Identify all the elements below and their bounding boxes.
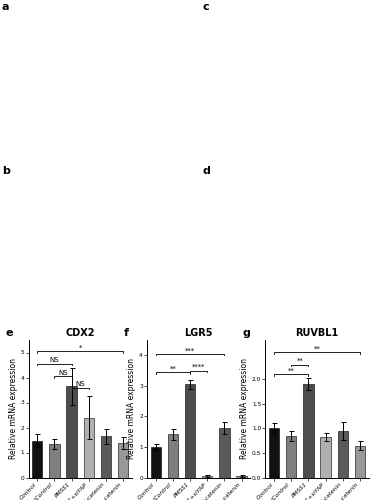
Text: **: ** [170, 366, 176, 372]
Bar [118, 443, 128, 478]
Bar [151, 447, 161, 478]
Text: e: e [6, 328, 13, 338]
Text: **: ** [288, 368, 295, 374]
Text: NS: NS [58, 370, 68, 376]
Bar [168, 434, 178, 478]
Bar [269, 428, 279, 478]
Text: *: * [79, 345, 82, 351]
Bar [236, 476, 247, 478]
Text: NS: NS [50, 358, 59, 364]
Bar [49, 444, 60, 478]
Text: ****: **** [192, 364, 206, 370]
Bar [338, 431, 348, 478]
Text: d: d [202, 166, 210, 176]
Text: b: b [2, 166, 10, 176]
Title: LGR5: LGR5 [185, 328, 213, 338]
Text: **: ** [314, 346, 320, 352]
Bar [219, 428, 230, 478]
Text: f: f [124, 328, 129, 338]
Bar [32, 440, 42, 478]
Text: a: a [2, 2, 10, 12]
Bar [303, 384, 314, 478]
Y-axis label: Relative mRNA expression: Relative mRNA expression [127, 358, 136, 459]
Text: g: g [243, 328, 251, 338]
Bar [66, 386, 77, 478]
Text: **: ** [296, 358, 303, 364]
Bar [185, 384, 195, 478]
Bar [320, 437, 331, 478]
Bar [286, 436, 296, 478]
Y-axis label: Relative mRNA expression: Relative mRNA expression [9, 358, 18, 459]
Bar [355, 446, 365, 478]
Text: NS: NS [75, 381, 85, 387]
Text: ***: *** [185, 348, 195, 354]
Bar [84, 418, 94, 478]
Bar [202, 476, 212, 478]
Y-axis label: Relative mRNA expression: Relative mRNA expression [240, 358, 249, 459]
Title: CDX2: CDX2 [65, 328, 95, 338]
Bar [101, 436, 111, 478]
Title: RUVBL1: RUVBL1 [295, 328, 339, 338]
Text: c: c [202, 2, 209, 12]
